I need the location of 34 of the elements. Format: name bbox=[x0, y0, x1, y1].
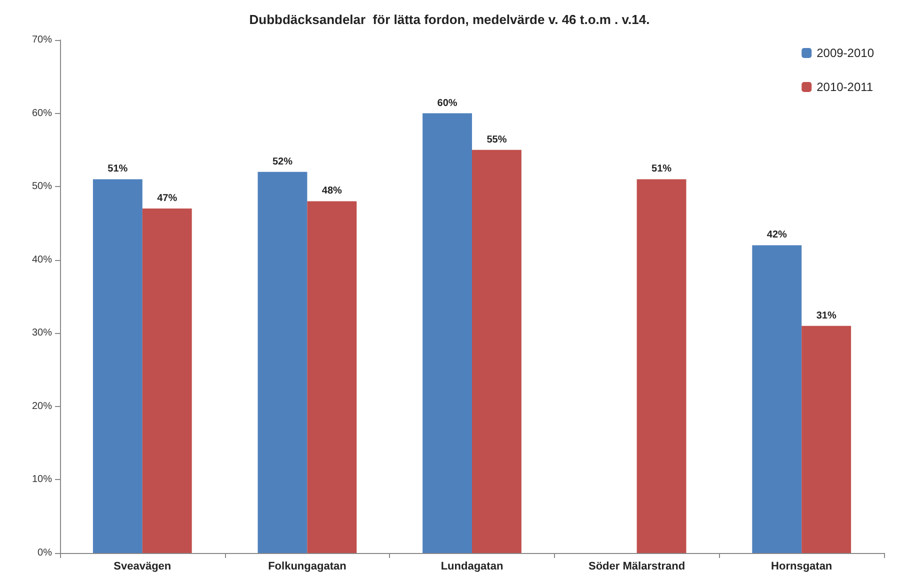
data-label: 55% bbox=[486, 134, 507, 146]
y-tick-label: 30% bbox=[32, 328, 52, 339]
y-tick-label: 10% bbox=[32, 474, 52, 486]
bar bbox=[472, 150, 522, 553]
legend-label: 2009-2010 bbox=[816, 46, 874, 60]
x-tick-label: Lundagatan bbox=[440, 560, 504, 572]
bar bbox=[258, 172, 308, 553]
data-label: 51% bbox=[652, 164, 672, 175]
x-tick-label: Söder Mälarstrand bbox=[588, 560, 686, 572]
x-tick-label: Hornsgatan bbox=[771, 560, 832, 572]
data-label: 42% bbox=[766, 230, 787, 241]
bar bbox=[422, 113, 472, 553]
data-label: 60% bbox=[437, 98, 458, 109]
bar bbox=[92, 179, 142, 553]
y-tick-label: 70% bbox=[32, 34, 52, 46]
data-label: 51% bbox=[108, 164, 128, 175]
bar bbox=[802, 326, 852, 553]
bar bbox=[752, 245, 802, 553]
chart-title: Dubbdäcksandelar för lätta fordon, medelvärde v. 46 t.o.m . v.14. bbox=[249, 12, 650, 27]
x-tick-label: Folkungagatan bbox=[268, 560, 347, 572]
data-label: 31% bbox=[816, 310, 836, 322]
y-tick-label: 0% bbox=[38, 548, 52, 558]
bar bbox=[307, 201, 357, 553]
y-tick-label: 50% bbox=[32, 181, 52, 192]
y-tick-label: 20% bbox=[32, 400, 52, 412]
bar bbox=[636, 179, 686, 553]
data-label: 48% bbox=[322, 186, 342, 197]
legend-label: 2010-2011 bbox=[816, 80, 874, 94]
data-label: 47% bbox=[157, 193, 178, 204]
y-tick-label: 60% bbox=[32, 108, 52, 119]
y-tick-label: 40% bbox=[32, 254, 52, 266]
data-label: 52% bbox=[272, 156, 293, 168]
bar bbox=[142, 208, 192, 553]
x-tick-label: Sveavägen bbox=[114, 560, 172, 572]
